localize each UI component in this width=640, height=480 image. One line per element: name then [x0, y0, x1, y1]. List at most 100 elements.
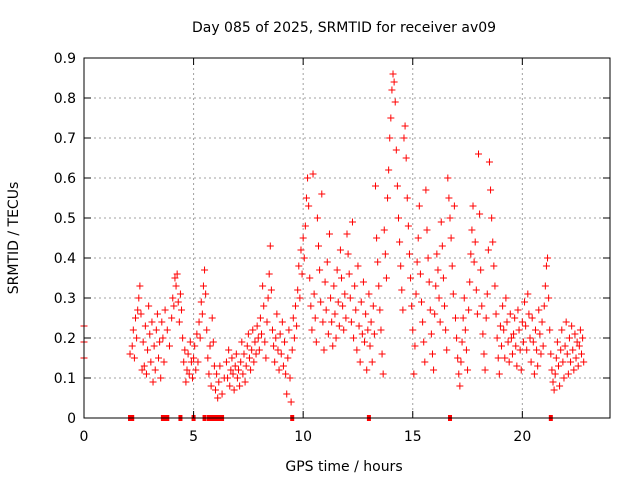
- data-point: [141, 322, 149, 330]
- data-point: [461, 326, 469, 334]
- data-point: [188, 374, 196, 382]
- data-point: [278, 318, 286, 326]
- data-point: [232, 350, 240, 358]
- data-point: [508, 350, 516, 358]
- data-point: [426, 306, 434, 314]
- data-point: [275, 366, 283, 374]
- data-point: [272, 334, 280, 342]
- data-point: [445, 194, 453, 202]
- data-point: [549, 378, 557, 386]
- data-point: [248, 346, 256, 354]
- data-point: [558, 326, 566, 334]
- data-point: [480, 350, 488, 358]
- data-point: [331, 310, 339, 318]
- data-point: [332, 334, 340, 342]
- data-point: [495, 370, 503, 378]
- data-point: [291, 302, 299, 310]
- data-point: [284, 354, 292, 362]
- data-point: [490, 262, 498, 270]
- data-point: [393, 182, 401, 190]
- data-point: [403, 194, 411, 202]
- data-point: [187, 358, 195, 366]
- data-point: [255, 346, 263, 354]
- data-point: [233, 374, 241, 382]
- data-point: [144, 346, 152, 354]
- data-point: [365, 290, 373, 298]
- data-point: [158, 318, 166, 326]
- data-point: [339, 302, 347, 310]
- data-point: [214, 394, 222, 402]
- data-point: [472, 286, 480, 294]
- data-point: [542, 262, 550, 270]
- data-point: [294, 286, 302, 294]
- data-point: [548, 366, 556, 374]
- data-point: [227, 366, 235, 374]
- data-point: [133, 334, 141, 342]
- data-point: [517, 366, 525, 374]
- data-point: [136, 282, 144, 290]
- data-point: [410, 370, 418, 378]
- data-point: [407, 274, 415, 282]
- data-point: [396, 238, 404, 246]
- data-point: [168, 314, 176, 322]
- data-point: [146, 330, 154, 338]
- data-point: [218, 390, 226, 398]
- data-point: [197, 298, 205, 306]
- data-point: [382, 274, 390, 282]
- data-point: [155, 354, 163, 362]
- data-point: [352, 306, 360, 314]
- data-point: [530, 370, 538, 378]
- data-point: [348, 218, 356, 226]
- data-point: [481, 366, 489, 374]
- data-point: [430, 366, 438, 374]
- data-point: [471, 238, 479, 246]
- y-tick-label: 0.9: [54, 51, 76, 67]
- data-point: [152, 326, 160, 334]
- data-point: [191, 342, 199, 350]
- data-point: [161, 306, 169, 314]
- data-point: [546, 326, 554, 334]
- data-point: [434, 266, 442, 274]
- data-point: [380, 226, 388, 234]
- chart-title: Day 085 of 2025, SRMTID for receiver av0…: [192, 20, 496, 36]
- data-point: [460, 294, 468, 302]
- data-point: [316, 266, 324, 274]
- data-point: [266, 242, 274, 250]
- data-point: [356, 358, 364, 366]
- data-point: [309, 170, 317, 178]
- data-point: [251, 338, 259, 346]
- data-point: [226, 382, 234, 390]
- data-point: [529, 338, 537, 346]
- data-point: [310, 290, 318, 298]
- data-point: [489, 238, 497, 246]
- data-point: [366, 342, 374, 350]
- data-point: [318, 190, 326, 198]
- data-point: [245, 354, 253, 362]
- data-point: [285, 326, 293, 334]
- data-point: [436, 318, 444, 326]
- data-point: [142, 370, 150, 378]
- data-point: [247, 366, 255, 374]
- data-point: [250, 358, 258, 366]
- data-point: [338, 274, 346, 282]
- data-point: [439, 274, 447, 282]
- data-point: [442, 326, 450, 334]
- data-point: [283, 390, 291, 398]
- data-point: [216, 362, 224, 370]
- data-point: [319, 318, 327, 326]
- data-point: [176, 290, 184, 298]
- data-point: [386, 134, 394, 142]
- data-point: [569, 346, 577, 354]
- data-point: [469, 202, 477, 210]
- data-point: [317, 298, 325, 306]
- data-point: [411, 342, 419, 350]
- data-point: [330, 282, 338, 290]
- data-point: [354, 262, 362, 270]
- data-point: [179, 334, 187, 342]
- data-point: [377, 326, 385, 334]
- data-point: [253, 322, 261, 330]
- data-point: [201, 266, 209, 274]
- x-tick-label: 10: [294, 429, 312, 445]
- data-point: [547, 350, 555, 358]
- data-point: [149, 378, 157, 386]
